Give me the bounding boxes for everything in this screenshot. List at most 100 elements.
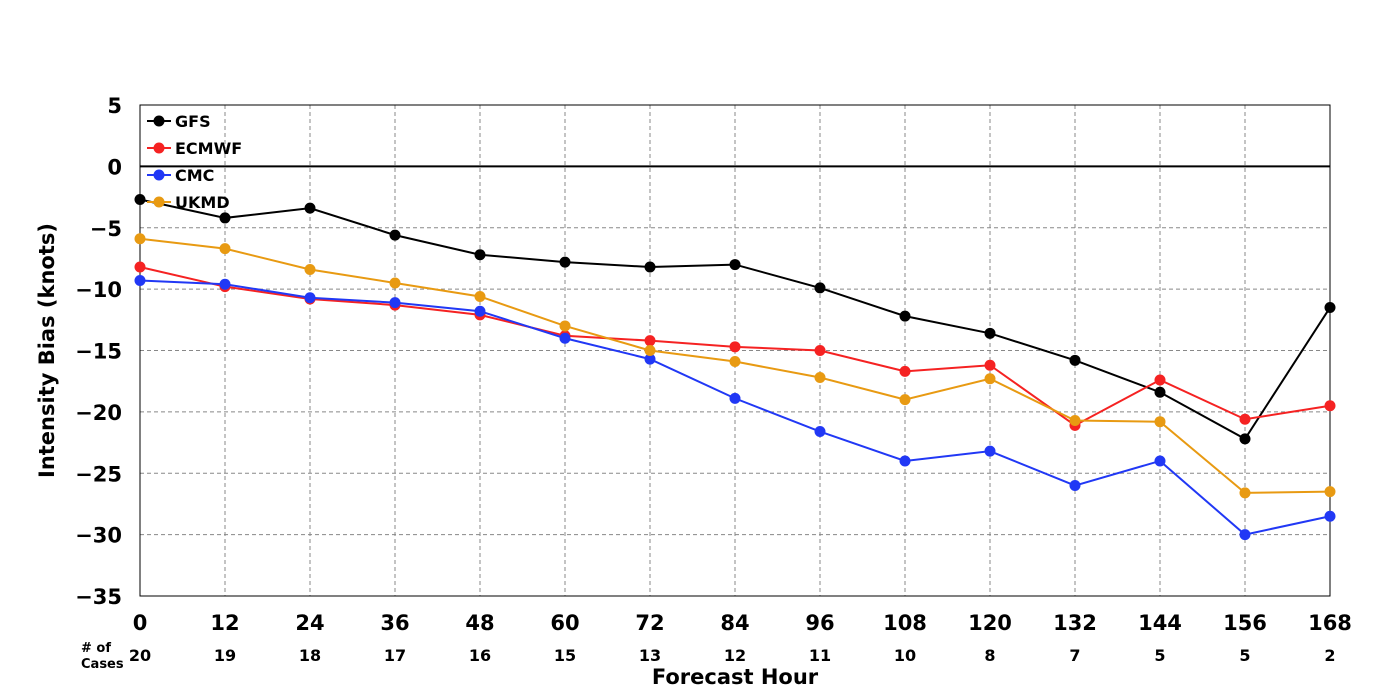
data-point-ecmwf (1324, 400, 1336, 412)
y-tick-labels: 5 0 −5 −10 −15 −20 −25 −30 −35 (75, 94, 122, 609)
y-tick-label: −15 (75, 340, 122, 364)
data-point-gfs (814, 282, 826, 294)
data-point-gfs (389, 229, 401, 241)
x-tick-label: 72 (635, 611, 664, 635)
x-tick-label: 60 (550, 611, 579, 635)
data-point-gfs (729, 259, 741, 271)
case-count: 18 (299, 646, 321, 665)
data-point-cmc (729, 392, 741, 404)
data-point-cmc (1154, 455, 1166, 467)
case-count: 16 (469, 646, 491, 665)
y-tick-label: −30 (75, 524, 122, 548)
legend-marker-gfs (153, 115, 165, 127)
cases-header-line-2: Cases (81, 657, 124, 672)
data-point-ukmd (1239, 487, 1251, 499)
y-tick-label: 5 (107, 94, 122, 118)
y-tick-label: −25 (75, 462, 122, 486)
legend-label-gfs: GFS (175, 112, 211, 131)
x-tick-label: 84 (720, 611, 749, 635)
data-point-cmc (219, 278, 231, 290)
data-point-ukmd (1154, 416, 1166, 428)
x-tick-label: 156 (1223, 611, 1267, 635)
data-point-cmc (474, 305, 486, 317)
data-point-ecmwf (814, 345, 826, 356)
data-point-cmc (134, 275, 146, 287)
x-tick-label: 24 (295, 611, 324, 635)
x-tick-label: 108 (883, 611, 927, 635)
y-axis-title: Intensity Bias (knots) (35, 223, 59, 478)
data-point-ukmd (644, 345, 656, 356)
grid-layer (140, 105, 1330, 596)
plot-frame (139, 104, 1331, 597)
data-point-ecmwf (729, 341, 741, 353)
data-point-gfs (134, 194, 146, 206)
data-point-ecmwf (134, 261, 146, 273)
data-point-gfs (1239, 433, 1251, 445)
data-point-cmc (559, 332, 571, 344)
data-point-cmc (1324, 510, 1336, 522)
data-point-ecmwf (1239, 413, 1251, 425)
x-tick-label: 48 (465, 611, 494, 635)
x-tick-label: 132 (1053, 611, 1097, 635)
x-tick-label: 168 (1308, 611, 1352, 635)
data-point-gfs (304, 202, 316, 214)
case-count: 19 (214, 646, 236, 665)
legend: GFS ECMWF CMC UKMD (147, 112, 242, 212)
y-tick-label: −35 (75, 585, 122, 609)
x-axis-title: Forecast Hour (652, 665, 819, 689)
case-count: 17 (384, 646, 406, 665)
cases-header-line-1: # of (81, 641, 111, 656)
x-tick-label: 144 (1138, 611, 1182, 635)
case-count: 2 (1324, 646, 1335, 665)
case-count: 12 (724, 646, 746, 665)
data-point-gfs (899, 310, 911, 322)
data-point-ukmd (899, 394, 911, 406)
data-point-ukmd (814, 372, 826, 384)
case-count: 8 (984, 646, 995, 665)
x-tick-labels: 0 12 24 36 48 60 72 84 96 108 120 132 144 156 168 (133, 611, 1352, 635)
x-tick-label: 120 (968, 611, 1012, 635)
data-point-cmc (984, 445, 996, 457)
data-point-cmc (644, 353, 656, 365)
cases-row: # of Cases 20 19 18 17 16 15 13 12 11 10 8 7 5 5 2 (81, 641, 1336, 672)
x-tick-label: 96 (805, 611, 834, 635)
case-count: 7 (1069, 646, 1080, 665)
case-count: 20 (129, 646, 151, 665)
y-tick-label: −20 (75, 401, 122, 425)
y-tick-label: −10 (75, 278, 122, 302)
data-point-ukmd (984, 373, 996, 385)
data-point-ecmwf (644, 335, 656, 347)
legend-label-ecmwf: ECMWF (175, 139, 242, 158)
data-point-cmc (814, 426, 826, 438)
data-point-ukmd (219, 243, 231, 255)
data-point-ukmd (304, 263, 316, 275)
legend-marker-ecmwf (153, 142, 165, 154)
data-point-ukmd (1069, 414, 1081, 426)
case-count: 5 (1239, 646, 1250, 665)
data-point-gfs (1324, 302, 1336, 314)
legend-marker-cmc (153, 169, 165, 181)
y-tick-label: −5 (90, 217, 122, 241)
data-point-cmc (389, 297, 401, 309)
data-point-cmc (899, 455, 911, 467)
data-point-ukmd (1324, 486, 1336, 498)
case-count: 15 (554, 646, 576, 665)
data-point-gfs (219, 212, 231, 224)
data-point-cmc (1239, 529, 1251, 541)
data-point-ukmd (559, 320, 571, 332)
data-point-ukmd (729, 356, 741, 368)
data-point-gfs (1069, 354, 1081, 366)
x-tick-label: 36 (380, 611, 409, 635)
case-count: 5 (1154, 646, 1165, 665)
legend-label-cmc: CMC (175, 166, 214, 185)
data-point-ecmwf (899, 365, 911, 377)
data-point-gfs (984, 327, 996, 339)
data-point-cmc (1069, 480, 1081, 492)
case-count: 13 (639, 646, 661, 665)
data-point-ukmd (389, 277, 401, 289)
case-count: 11 (809, 646, 831, 665)
data-point-cmc (304, 292, 316, 304)
data-point-gfs (644, 261, 656, 273)
